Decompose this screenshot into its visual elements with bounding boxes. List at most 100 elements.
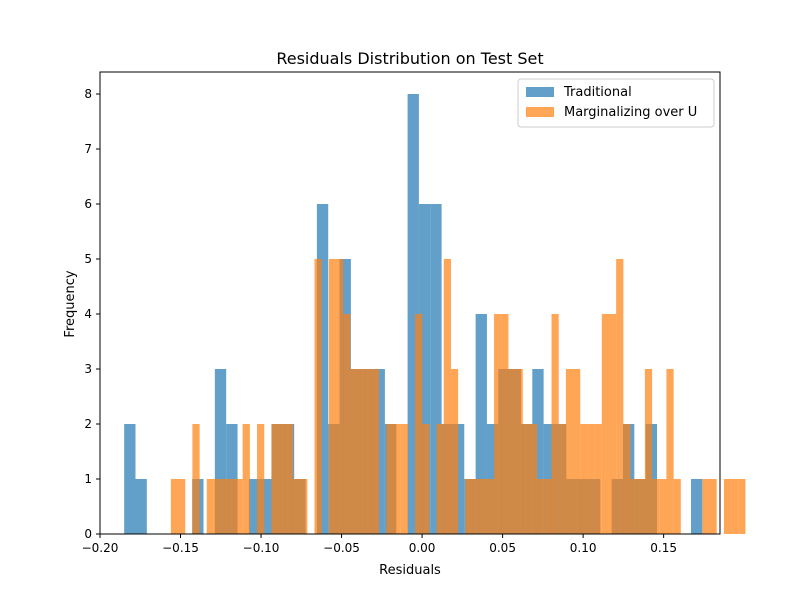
bar-series1-bin-50: [691, 479, 703, 534]
bar-series2-bin-60: [601, 314, 609, 534]
bar-series2-bin-66: [644, 369, 653, 534]
legend: Traditional Marginalizing over U: [517, 78, 715, 128]
bar-series2-bin-75: [709, 479, 717, 534]
bar-series2-bin-62: [616, 259, 624, 534]
bar-series2-bin-6: [213, 479, 222, 534]
bar-series2-bin-64: [630, 479, 638, 534]
y-tick-label: 2: [84, 417, 92, 431]
bar-series2-bin-59: [594, 424, 602, 534]
bar-series2-bin-35: [422, 424, 430, 534]
legend-swatch-1: [526, 87, 554, 97]
bar-series1-bin-27: [430, 204, 442, 534]
bars-layer: [124, 94, 746, 534]
bar-series2-bin-54: [558, 424, 566, 534]
bar-series2-bin-34: [415, 314, 423, 534]
bar-series2-bin-10: [242, 424, 250, 534]
bar-series2-bin-1: [178, 479, 186, 534]
bar-series2-bin-61: [608, 314, 617, 534]
bar-series2-bin-65: [637, 479, 645, 534]
bar-series2-bin-22: [328, 259, 337, 534]
bar-series2-bin-48: [515, 369, 523, 534]
bar-series2-bin-31: [393, 424, 401, 534]
bar-series1-bin-31: [475, 314, 487, 534]
bar-series2-bin-46: [501, 314, 509, 534]
x-tick-label: −0.15: [162, 541, 199, 555]
x-axis-label: Residuals: [379, 563, 441, 578]
bar-series2-bin-55: [565, 369, 574, 534]
bar-series2-bin-12: [257, 424, 265, 534]
bar-series2-bin-57: [580, 424, 588, 534]
bar-series2-bin-25: [350, 369, 358, 534]
x-tick-label: −0.05: [323, 541, 360, 555]
y-tick-label: 6: [84, 197, 92, 211]
bar-series2-bin-44: [486, 479, 495, 534]
y-axis-label: Frequency: [63, 270, 78, 337]
bar-series2-bin-18: [300, 479, 308, 534]
bar-series2-bin-52: [544, 479, 552, 534]
y-tick-label: 3: [84, 362, 92, 376]
bar-series2-bin-16: [285, 424, 293, 534]
bar-series2-bin-5: [206, 479, 214, 534]
bar-series2-bin-27: [364, 369, 372, 534]
y-tick-label: 7: [84, 142, 92, 156]
y-tick-label: 8: [84, 87, 92, 101]
bar-series2-bin-20: [314, 259, 322, 534]
bar-series1-bin-22: [373, 369, 385, 534]
bar-series2-bin-79: [738, 479, 746, 534]
bar-series1-bin-17: [316, 204, 329, 534]
axes-layer: −0.20 −0.15 −0.10 −0.05 0.00 0.05 0.10 0.15 0 1 2 3…: [82, 71, 721, 555]
bar-series2-bin-49: [522, 424, 530, 534]
bar-series1-bin-26: [418, 204, 431, 534]
bar-series2-bin-69: [666, 369, 674, 534]
bar-series2-bin-39: [450, 369, 459, 534]
x-tick-label: −0.20: [82, 541, 119, 555]
bar-series2-bin-38: [443, 259, 451, 534]
bar-series2-bin-78: [731, 479, 739, 534]
y-tick-label: 4: [84, 307, 92, 321]
bar-series2-bin-23: [336, 259, 344, 534]
bar-series2-bin-50: [529, 424, 538, 534]
bar-series1-bin-36: [532, 369, 544, 534]
legend-label-2: Marginalizing over U: [564, 105, 697, 120]
bar-series2-bin-67: [652, 479, 660, 534]
bar-series1-bin-1: [135, 479, 147, 534]
chart-title: Residuals Distribution on Test Set: [276, 49, 543, 68]
bar-series2-bin-77: [723, 479, 732, 534]
bar-series2-bin-74: [702, 479, 710, 534]
bar-series2-bin-28: [371, 369, 380, 534]
legend-label-1: Traditional: [563, 85, 632, 100]
bar-series2-bin-7: [221, 479, 229, 534]
bar-series2-bin-58: [587, 424, 595, 534]
bar-series2-bin-47: [508, 369, 516, 534]
y-tick-label: 0: [84, 527, 92, 541]
bar-series2-bin-0: [170, 479, 179, 534]
bar-series2-bin-15: [278, 424, 286, 534]
bar-series2-bin-9: [235, 479, 243, 534]
bar-series2-bin-53: [551, 314, 559, 534]
x-tick-label: 0.00: [409, 541, 436, 555]
bar-series2-bin-68: [659, 479, 667, 534]
x-tick-label: 0.15: [650, 541, 677, 555]
bar-series1-bin-12: [260, 479, 272, 534]
bar-series2-bin-51: [537, 479, 545, 534]
plot-frame: [99, 71, 721, 535]
bar-series2-bin-63: [623, 424, 631, 534]
bar-series2-bin-56: [573, 369, 581, 534]
bar-series2-bin-41: [465, 479, 473, 534]
y-tick-label: 5: [84, 252, 92, 266]
bar-series1-bin-29: [452, 424, 465, 534]
bar-series1-bin-0: [124, 424, 136, 534]
bar-series2-bin-24: [343, 314, 351, 534]
bar-series2-bin-43: [479, 479, 487, 534]
bar-series2-bin-8: [228, 479, 236, 534]
bar-series2-bin-32: [400, 424, 408, 534]
x-tick-label: 0.10: [570, 541, 597, 555]
bar-series2-bin-70: [673, 479, 681, 534]
bar-series2-bin-45: [494, 314, 502, 534]
bar-series2-bin-37: [436, 424, 444, 534]
bar-series2-bin-26: [357, 369, 365, 534]
bar-series2-bin-3: [192, 424, 200, 534]
x-tick-label: −0.10: [243, 541, 280, 555]
bar-series2-bin-17: [292, 479, 301, 534]
bar-series2-bin-42: [472, 479, 480, 534]
